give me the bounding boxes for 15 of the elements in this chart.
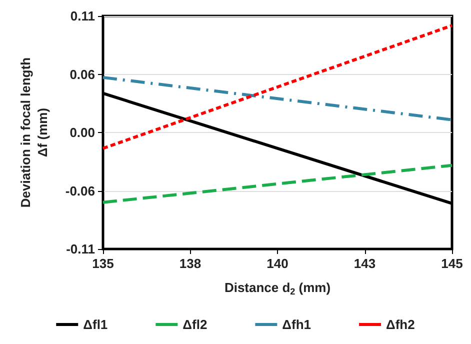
y-tick-label: 0.00 <box>70 125 95 140</box>
x-tick-label: 140 <box>266 256 288 271</box>
y-tick-label: 0.06 <box>70 66 95 82</box>
legend-label: Δfl2 <box>182 317 208 332</box>
y-tick-label: -0.11 <box>66 242 95 256</box>
x-tick-label: 135 <box>92 256 114 271</box>
y-tick-label: -0.06 <box>65 183 95 198</box>
x-tick-label: 143 <box>354 256 376 271</box>
x-tick-label: 138 <box>179 256 202 271</box>
y-axis-title: Deviation in focal length Δf (mm) <box>18 57 50 208</box>
x-tick-label: 145 <box>441 256 463 271</box>
y-tick-label: 0.11 <box>70 8 95 24</box>
legend-label: Δfl1 <box>83 317 108 332</box>
legend-label: Δfh2 <box>386 317 415 332</box>
legend-label: Δfh1 <box>282 317 312 332</box>
